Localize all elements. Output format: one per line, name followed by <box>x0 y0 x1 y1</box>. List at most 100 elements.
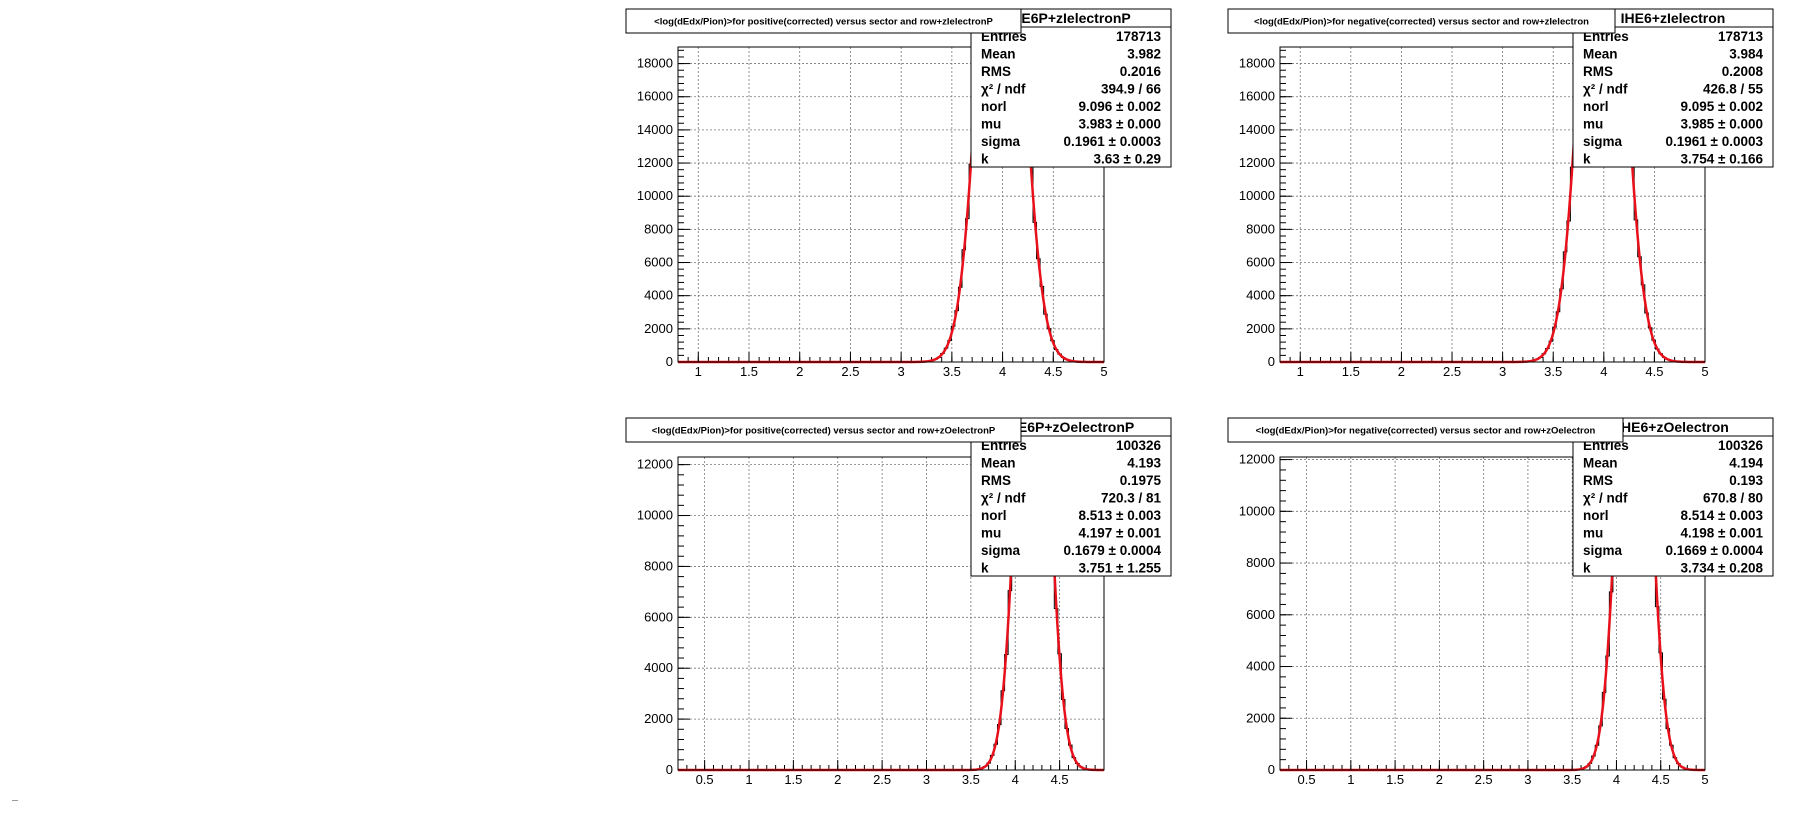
stats-label: k <box>1583 561 1591 576</box>
y-tick-label: 2000 <box>1246 710 1275 725</box>
stats-value: 3.982 <box>1127 47 1161 62</box>
x-tick-label: 3 <box>898 364 905 379</box>
stats-label: mu <box>1583 117 1603 132</box>
stats-box <box>970 417 1172 577</box>
stats-label: sigma <box>981 543 1021 558</box>
stats-label: k <box>1583 152 1591 167</box>
x-tick-label: 1.5 <box>1342 364 1360 379</box>
y-tick-label: 18000 <box>1239 56 1275 71</box>
stats-label: Mean <box>981 456 1016 471</box>
stats-value: 3.985 ± 0.000 <box>1681 117 1763 132</box>
stats-label: norl <box>1583 508 1609 523</box>
x-tick-label: 1 <box>695 364 702 379</box>
plot-frame <box>677 456 1105 771</box>
y-tick-label: 16000 <box>1239 89 1275 104</box>
y-tick-label: 6000 <box>644 609 673 624</box>
y-tick-label: 18000 <box>637 56 673 71</box>
stats-label: Mean <box>981 47 1016 62</box>
x-tick-label: 2.5 <box>873 772 891 787</box>
chart-title: <log(dEdx/Pion)>for positive(corrected) … <box>652 426 996 437</box>
stats-value: 4.197 ± 0.001 <box>1079 526 1162 541</box>
x-tick-label: 4.5 <box>1044 364 1062 379</box>
x-tick-label: 3 <box>923 772 930 787</box>
stats-value: 720.3 / 81 <box>1101 491 1162 506</box>
x-tick-label: 3.5 <box>962 772 980 787</box>
y-tick-label: 12000 <box>1239 155 1275 170</box>
stats-box <box>1572 417 1774 577</box>
stats-value: 9.096 ± 0.002 <box>1079 99 1161 114</box>
y-tick-label: 8000 <box>644 221 673 236</box>
stats-value: 4.193 <box>1127 456 1161 471</box>
x-tick-label: 1.5 <box>1386 772 1404 787</box>
y-tick-label: 8000 <box>1246 555 1275 570</box>
y-tick-label: 8000 <box>1246 221 1275 236</box>
x-tick-label: 2 <box>796 364 803 379</box>
stats-value: 0.1975 <box>1120 473 1162 488</box>
stray-mark <box>12 800 18 801</box>
stats-label: sigma <box>1583 543 1623 558</box>
title-box <box>625 417 1022 443</box>
stats-value: 0.193 <box>1729 473 1763 488</box>
stats-value: 9.095 ± 0.002 <box>1681 99 1763 114</box>
y-tick-label: 0 <box>1268 762 1275 777</box>
title-box <box>1227 417 1624 443</box>
stats-value: 0.1961 ± 0.0003 <box>1666 134 1764 149</box>
x-tick-label: 5 <box>1701 772 1708 787</box>
y-tick-label: 2000 <box>1246 321 1275 336</box>
stats-label: mu <box>1583 526 1603 541</box>
y-tick-label: 8000 <box>644 558 673 573</box>
stats-value: 3.751 ± 1.255 <box>1079 561 1162 576</box>
stats-value: 100326 <box>1116 438 1162 453</box>
x-tick-label: 4 <box>1600 364 1607 379</box>
stats-label: k <box>981 561 989 576</box>
stats-value: 426.8 / 55 <box>1703 82 1764 97</box>
x-tick-label: 0.5 <box>696 772 714 787</box>
x-tick-label: 2.5 <box>1443 364 1461 379</box>
stats-value: 670.8 / 80 <box>1703 491 1763 506</box>
stats-box <box>970 8 1172 168</box>
x-tick-label: 1 <box>745 772 752 787</box>
stats-value: 0.2016 <box>1120 64 1162 79</box>
stats-value: 100326 <box>1718 438 1764 453</box>
stats-label: χ² / ndf <box>1583 491 1628 506</box>
y-tick-label: 10000 <box>637 508 673 523</box>
stats-label: norl <box>981 508 1007 523</box>
stats-label: χ² / ndf <box>1583 82 1628 97</box>
stats-label: RMS <box>981 473 1011 488</box>
x-tick-label: 1.5 <box>740 364 758 379</box>
stats-value: 3.63 ± 0.29 <box>1094 152 1161 167</box>
stats-label: Mean <box>1583 47 1618 62</box>
histogram-panel-zOelectron: 0.5 1 1.5 2 2.5 3 3.5 4 4.5 5 0 2000 4000 6000 8000 100… <box>1227 417 1774 787</box>
y-tick-label: 4000 <box>644 660 673 675</box>
x-tick-label: 2.5 <box>841 364 859 379</box>
x-tick-label: 1 <box>1347 772 1354 787</box>
y-tick-label: 6000 <box>1246 607 1275 622</box>
chart-title: <log(dEdx/Pion)>for negative(corrected) … <box>1256 426 1596 437</box>
y-tick-label: 10000 <box>1239 503 1275 518</box>
x-tick-label: 2 <box>1398 364 1405 379</box>
stats-name: HE6P+zIelectronP <box>1011 10 1130 26</box>
y-tick-label: 4000 <box>1246 659 1275 674</box>
stats-name: IHE6+zIelectron <box>1621 10 1726 26</box>
y-tick-label: 2000 <box>644 711 673 726</box>
stats-label: norl <box>981 99 1007 114</box>
x-tick-label: 1.5 <box>784 772 802 787</box>
stats-value: 394.9 / 66 <box>1101 82 1162 97</box>
stats-value: 4.198 ± 0.001 <box>1681 526 1764 541</box>
y-tick-label: 12000 <box>637 457 673 472</box>
y-tick-label: 12000 <box>1239 452 1275 467</box>
x-tick-label: 2 <box>1436 772 1443 787</box>
stats-label: χ² / ndf <box>981 491 1026 506</box>
y-tick-label: 16000 <box>637 89 673 104</box>
plot-frame <box>1279 46 1706 363</box>
histogram-panel-zOelectronP: 0.5 1 1.5 2 2.5 3 3.5 4 4.5 0 2000 4000 6000 8000 1000… <box>625 417 1172 787</box>
y-tick-label: 6000 <box>1246 255 1275 270</box>
plot-frame <box>677 46 1105 363</box>
x-tick-label: 5 <box>1701 364 1708 379</box>
x-tick-label: 3.5 <box>1544 364 1562 379</box>
histogram-panel-zIelectronP: 1 1.5 2 2.5 3 3.5 4 4.5 5 0 2000 4000 6000 8000 10000 1… <box>625 8 1172 379</box>
stats-value: 3.734 ± 0.208 <box>1681 561 1764 576</box>
stats-label: norl <box>1583 99 1609 114</box>
x-tick-label: 4.5 <box>1051 772 1069 787</box>
